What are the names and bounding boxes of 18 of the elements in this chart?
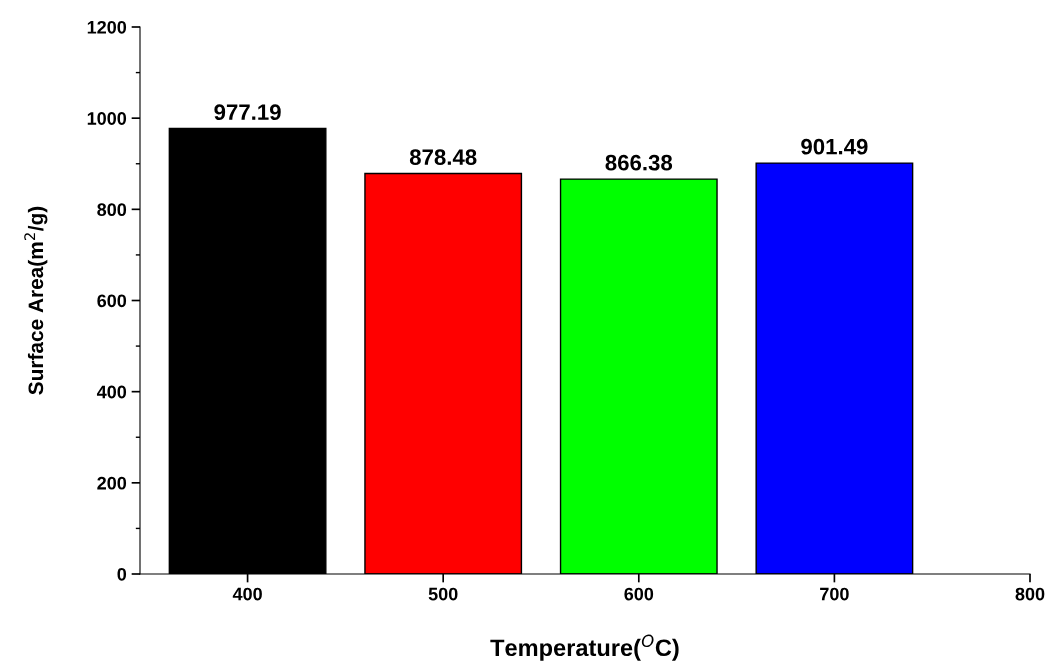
y-axis-title: Surface Area(m$^{2}$/g) xyxy=(24,206,48,395)
y-tick-label: 1000 xyxy=(87,112,127,125)
y-tick-label: 600 xyxy=(97,294,127,308)
y-tick-label: 0 xyxy=(117,567,127,581)
x-tick-label: 700 xyxy=(820,587,849,601)
x-tick-label: 500 xyxy=(428,587,458,601)
y-tick-label: 200 xyxy=(97,476,127,490)
data-label: 866.38 xyxy=(605,154,673,171)
x-tick-label: 800 xyxy=(1015,587,1045,601)
data-label: 878.48 xyxy=(409,149,477,165)
data-label: 977.19 xyxy=(214,104,281,121)
x-tick-label: 400 xyxy=(232,587,262,601)
y-tick-label: 400 xyxy=(96,385,127,399)
x-axis-title: Temperature($^{O}$C) xyxy=(490,634,679,661)
x-tick-label: 600 xyxy=(624,587,654,601)
data-label: 901.49 xyxy=(801,138,868,155)
y-tick-label: 1200 xyxy=(87,20,127,34)
y-tick-label: 800 xyxy=(97,203,127,217)
